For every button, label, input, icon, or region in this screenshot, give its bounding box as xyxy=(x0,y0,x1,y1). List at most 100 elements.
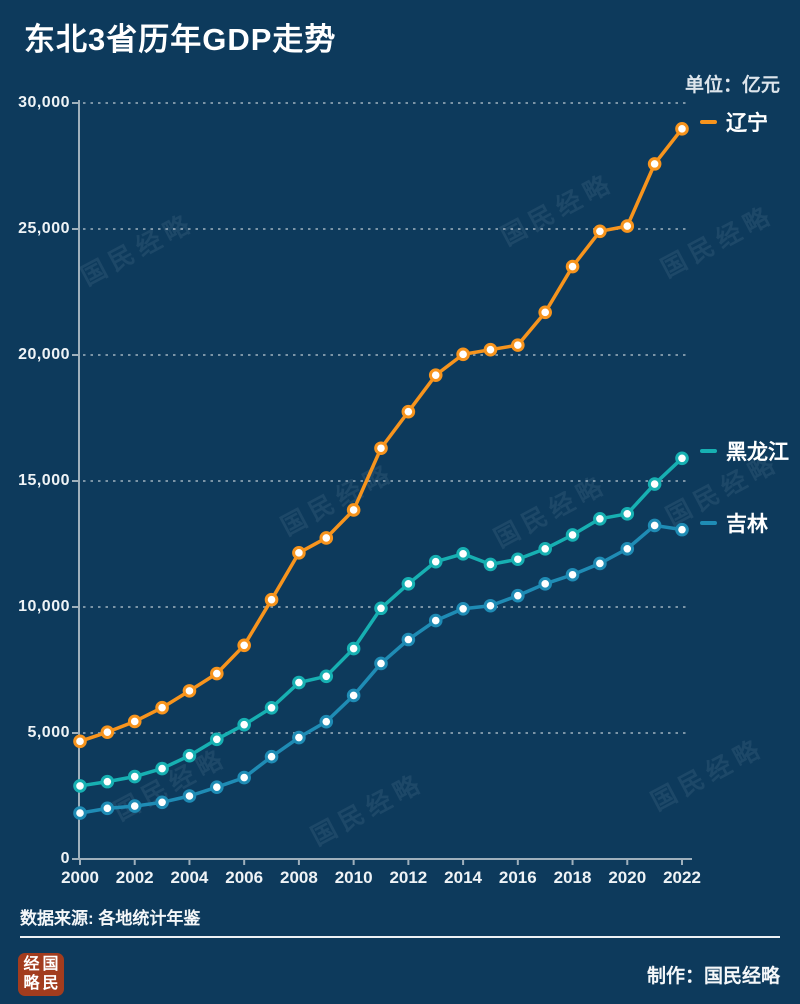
data-point-黑龙江-2006 xyxy=(237,717,251,732)
data-point-黑龙江-2004 xyxy=(182,748,197,763)
data-point-黑龙江-2003 xyxy=(155,761,169,776)
y-axis-tick-label: 10,000 xyxy=(18,598,70,615)
logo-char: 民 xyxy=(42,974,59,992)
data-point-辽宁-2022 xyxy=(675,122,689,136)
data-point-黑龙江-2015 xyxy=(483,557,498,572)
logo-char: 略 xyxy=(23,974,40,992)
data-point-黑龙江-2017 xyxy=(538,541,552,556)
data-point-黑龙江-2000 xyxy=(73,779,87,793)
data-point-黑龙江-2010 xyxy=(346,641,361,656)
data-point-吉林-2017 xyxy=(538,577,552,591)
watermark-text: 国民经略 xyxy=(276,458,400,542)
data-point-吉林-2001 xyxy=(100,801,115,816)
logo-char: 经 xyxy=(23,956,40,974)
data-point-辽宁-2010 xyxy=(346,503,361,517)
data-point-吉林-2022 xyxy=(675,522,689,537)
x-axis-tick-label: 2006 xyxy=(225,868,264,887)
data-point-吉林-2006 xyxy=(237,770,251,785)
x-axis-tick-label: 2020 xyxy=(608,868,647,887)
legend-item-liaoning: 辽宁 xyxy=(700,107,768,137)
legend-item-jilin: 吉林 xyxy=(700,508,768,538)
watermark-text: 国民经略 xyxy=(646,733,770,817)
data-point-吉林-2000 xyxy=(73,806,87,820)
data-point-吉林-2011 xyxy=(374,656,388,671)
data-point-辽宁-2013 xyxy=(428,368,443,382)
watermark-text: 国民经略 xyxy=(489,470,613,554)
brand-seal-logo: 经 国 略 民 xyxy=(18,953,64,996)
data-point-辽宁-2018 xyxy=(565,259,580,274)
data-point-吉林-2010 xyxy=(346,688,361,703)
data-point-辽宁-2005 xyxy=(210,666,224,681)
data-point-黑龙江-2014 xyxy=(456,547,470,561)
unit-label: 单位：亿元 xyxy=(684,75,780,96)
y-axis-tick-label: 0 xyxy=(60,850,70,867)
data-point-辽宁-2016 xyxy=(511,338,525,352)
data-point-黑龙江-2018 xyxy=(565,528,580,542)
x-axis-tick-label: 2010 xyxy=(334,868,373,887)
logo-char: 国 xyxy=(42,956,59,974)
data-point-吉林-2020 xyxy=(620,541,635,556)
data-point-辽宁-2007 xyxy=(264,592,279,607)
data-point-辽宁-2012 xyxy=(401,404,416,419)
data-point-辽宁-2002 xyxy=(127,714,142,729)
credit-note: 制作：国民经略 xyxy=(646,966,780,987)
data-point-黑龙江-2020 xyxy=(620,506,635,521)
data-source-note: 数据来源: 各地统计年鉴 xyxy=(20,909,201,928)
y-axis-tick-label: 20,000 xyxy=(18,346,70,363)
data-point-辽宁-2011 xyxy=(374,441,388,456)
data-point-黑龙江-2021 xyxy=(647,477,662,491)
data-point-黑龙江-2007 xyxy=(264,701,279,715)
series-line-吉林 xyxy=(78,523,684,815)
data-point-吉林-2009 xyxy=(319,714,334,729)
legend-label-heilongjiang: 黑龙江 xyxy=(726,441,789,465)
series-line-辽宁 xyxy=(78,127,684,744)
data-point-吉林-2013 xyxy=(428,613,443,628)
watermark-text: 国民经略 xyxy=(109,743,233,827)
data-point-辽宁-2019 xyxy=(593,224,607,239)
data-point-吉林-2019 xyxy=(593,556,607,571)
data-point-吉林-2014 xyxy=(456,601,470,616)
x-axis-tick-label: 2004 xyxy=(170,868,209,887)
legend-swatch-liaoning xyxy=(700,119,717,124)
watermark-text: 国民经略 xyxy=(76,208,200,292)
legend-label-jilin: 吉林 xyxy=(726,512,768,536)
x-axis-tick-label: 2008 xyxy=(279,868,318,887)
data-point-吉林-2007 xyxy=(264,749,279,764)
data-point-黑龙江-2022 xyxy=(675,451,689,466)
x-axis-tick-label: 2018 xyxy=(553,868,592,887)
data-point-黑龙江-2002 xyxy=(127,769,142,784)
data-point-黑龙江-2012 xyxy=(401,577,416,591)
series-line-黑龙江 xyxy=(78,456,684,788)
data-point-辽宁-2000 xyxy=(73,734,87,749)
data-point-辽宁-2020 xyxy=(620,219,635,233)
data-point-辽宁-2009 xyxy=(319,531,334,545)
x-axis-tick-label: 2014 xyxy=(444,868,482,887)
x-axis-tick-label: 2000 xyxy=(61,868,99,887)
watermark-text: 国民经略 xyxy=(656,200,780,284)
data-point-黑龙江-2016 xyxy=(511,552,525,567)
watermark-text: 国民经略 xyxy=(306,768,430,852)
legend-swatch-heilongjiang xyxy=(700,449,717,454)
data-point-辽宁-2017 xyxy=(538,305,552,320)
data-point-辽宁-2003 xyxy=(155,700,169,715)
data-point-吉林-2021 xyxy=(647,518,662,533)
footer-divider xyxy=(20,936,780,938)
data-point-吉林-2016 xyxy=(511,588,525,603)
chart-title: 东北3省历年GDP走势 xyxy=(24,22,337,57)
data-point-辽宁-2004 xyxy=(182,684,197,698)
legend-label-liaoning: 辽宁 xyxy=(726,111,768,135)
data-point-辽宁-2008 xyxy=(292,546,306,560)
x-axis-tick-label: 2016 xyxy=(498,868,537,887)
data-point-吉林-2018 xyxy=(565,567,580,582)
data-point-吉林-2015 xyxy=(483,598,498,613)
data-point-黑龙江-2001 xyxy=(100,774,115,789)
data-point-吉林-2003 xyxy=(155,795,169,810)
data-point-吉林-2002 xyxy=(127,799,142,813)
data-point-黑龙江-2013 xyxy=(428,554,443,569)
data-point-辽宁-2021 xyxy=(647,157,662,171)
x-axis-tick-label: 2022 xyxy=(663,868,701,887)
data-point-吉林-2008 xyxy=(292,730,306,745)
data-point-黑龙江-2011 xyxy=(374,601,388,616)
